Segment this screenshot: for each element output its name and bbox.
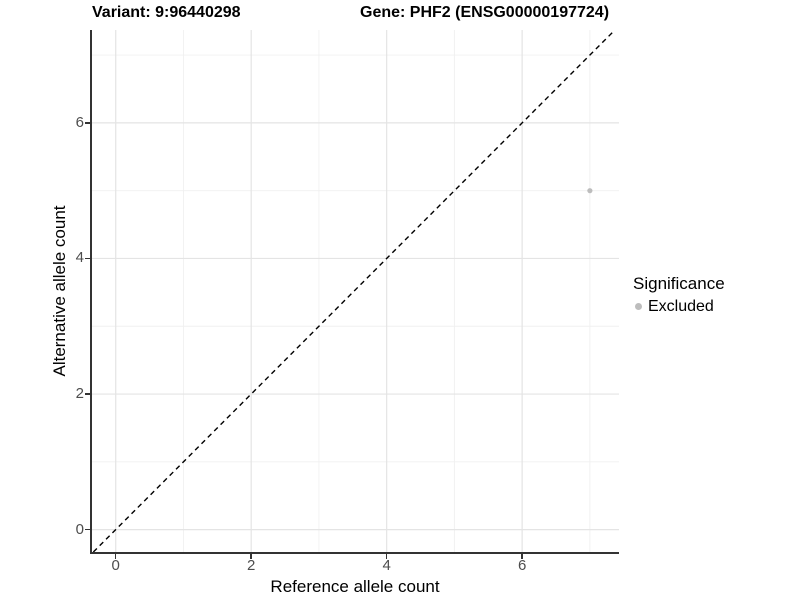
x-axis-tick-mark [521, 554, 523, 559]
y-axis-tick-label: 6 [75, 113, 84, 131]
legend-entry-label: Excluded [648, 298, 714, 315]
y-axis-tick-mark [85, 393, 90, 395]
plot-area-svg [92, 30, 619, 552]
x-axis-tick-mark [114, 554, 117, 559]
y-axis-tick-mark [85, 528, 90, 531]
plot-title-variant: Variant: 9:96440298 [92, 4, 241, 21]
x-axis-tick-label: 2 [247, 557, 256, 574]
legend-marker-dot-icon [635, 303, 642, 310]
x-axis-tick-mark [385, 554, 388, 559]
plot-panel [90, 30, 619, 554]
data-point [587, 188, 593, 194]
y-axis-title: Alternative allele count [50, 205, 69, 377]
x-axis-tick-mark [250, 554, 252, 559]
identity-dashed-line [92, 30, 616, 552]
y-axis-tick-label: 0 [75, 520, 84, 538]
y-axis-tick-mark [85, 122, 90, 124]
x-axis-tick-label: 6 [517, 557, 527, 574]
x-axis-title: Reference allele count [270, 577, 440, 596]
plot-title-gene: Gene: PHF2 (ENSG00000197724) [360, 4, 610, 21]
y-axis-tick-label: 2 [75, 385, 84, 403]
x-axis-tick-label: 0 [111, 557, 120, 574]
y-axis-tick-label: 4 [75, 249, 84, 267]
legend-entry: Excluded [633, 297, 725, 316]
legend-title: Significance [633, 274, 725, 293]
legend: Significance Excluded [633, 274, 725, 316]
y-axis-tick-mark [85, 257, 90, 260]
x-axis-tick-label: 4 [382, 557, 391, 574]
legend-entries: Excluded [633, 297, 725, 316]
